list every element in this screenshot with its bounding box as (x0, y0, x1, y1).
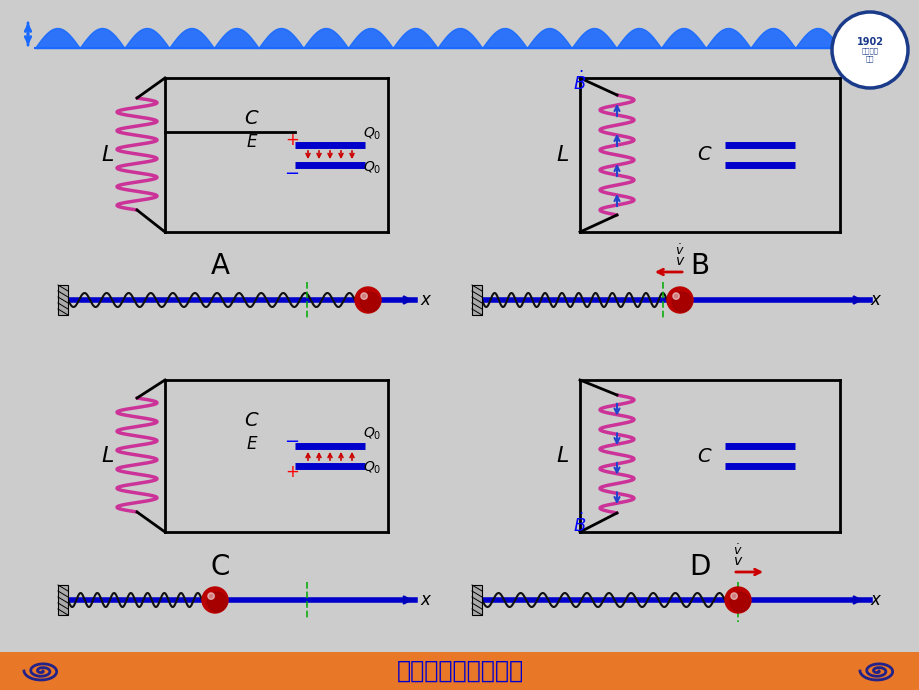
Text: C: C (210, 553, 230, 581)
Text: $C$: $C$ (244, 411, 259, 429)
Text: $E$: $E$ (245, 435, 258, 453)
Text: $v$: $v$ (732, 554, 743, 568)
Text: $x$: $x$ (869, 291, 881, 309)
Text: 太原理工
大学: 太原理工 大学 (860, 48, 878, 62)
Text: $+$: $+$ (285, 131, 299, 149)
Text: $C$: $C$ (244, 108, 259, 128)
Circle shape (672, 293, 678, 299)
Text: $\dot{B}$: $\dot{B}$ (573, 70, 586, 94)
Bar (58, 285, 68, 315)
Text: $L$: $L$ (556, 446, 569, 466)
Bar (471, 585, 482, 615)
Text: $Q_0$: $Q_0$ (363, 126, 381, 142)
Circle shape (724, 587, 750, 613)
Text: $L$: $L$ (101, 145, 114, 165)
Bar (471, 285, 482, 315)
Text: 1902: 1902 (856, 37, 882, 47)
Text: $Q_0$: $Q_0$ (363, 160, 381, 176)
Text: $L$: $L$ (101, 446, 114, 466)
Bar (0, 652, 919, 690)
Circle shape (730, 593, 736, 600)
Ellipse shape (730, 592, 749, 612)
Circle shape (355, 287, 380, 313)
Circle shape (208, 593, 214, 600)
Circle shape (202, 587, 228, 613)
Circle shape (666, 287, 692, 313)
Text: $x$: $x$ (420, 291, 432, 309)
Text: $C$: $C$ (697, 446, 712, 466)
Text: $\dot{v}$: $\dot{v}$ (732, 544, 742, 558)
Text: $x$: $x$ (420, 591, 432, 609)
Ellipse shape (672, 292, 691, 312)
Bar (58, 585, 68, 615)
Text: $C$: $C$ (697, 146, 712, 164)
Text: $\dot{v}$: $\dot{v}$ (675, 244, 684, 258)
Circle shape (360, 293, 367, 299)
Text: B: B (689, 252, 709, 280)
Text: $Q_0$: $Q_0$ (363, 426, 381, 442)
Text: D: D (688, 553, 709, 581)
Text: $v$: $v$ (674, 254, 685, 268)
Ellipse shape (207, 592, 226, 612)
Text: $L$: $L$ (556, 145, 569, 165)
Circle shape (831, 12, 907, 88)
Text: $Q_0$: $Q_0$ (363, 460, 381, 476)
Text: $-$: $-$ (284, 431, 300, 449)
Text: $E$: $E$ (245, 133, 258, 151)
Ellipse shape (360, 292, 380, 312)
Text: $\dot{B}$: $\dot{B}$ (573, 513, 586, 535)
Text: A: A (210, 252, 229, 280)
Text: $+$: $+$ (285, 463, 299, 481)
Text: $x$: $x$ (869, 591, 881, 609)
Text: 太原理工大学物理系: 太原理工大学物理系 (396, 659, 523, 683)
Text: $-$: $-$ (284, 163, 300, 181)
